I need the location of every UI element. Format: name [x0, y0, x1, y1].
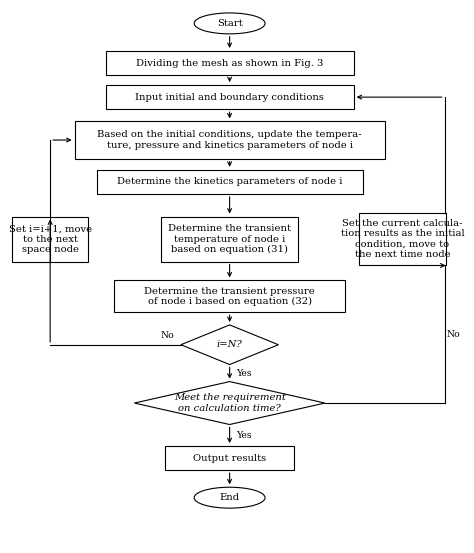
Polygon shape [181, 325, 278, 364]
FancyBboxPatch shape [74, 121, 385, 159]
Text: Start: Start [217, 19, 243, 28]
FancyBboxPatch shape [97, 170, 363, 194]
Text: Input initial and boundary conditions: Input initial and boundary conditions [135, 93, 324, 102]
Text: Output results: Output results [193, 453, 266, 462]
Text: Set the current calcula-
tion results as the initial
condition, move to
the next: Set the current calcula- tion results as… [341, 219, 464, 259]
Text: Yes: Yes [236, 431, 252, 440]
Ellipse shape [194, 13, 265, 34]
FancyBboxPatch shape [114, 280, 345, 312]
Text: Based on the initial conditions, update the tempera-
ture, pressure and kinetics: Based on the initial conditions, update … [97, 131, 362, 150]
Text: No: No [161, 331, 174, 340]
Text: Dividing the mesh as shown in Fig. 3: Dividing the mesh as shown in Fig. 3 [136, 59, 323, 67]
Polygon shape [134, 382, 325, 425]
FancyBboxPatch shape [12, 217, 88, 262]
Text: Meet the requirement
on calculation time?: Meet the requirement on calculation time… [173, 393, 285, 413]
Text: Yes: Yes [236, 368, 252, 378]
Text: Determine the kinetics parameters of node i: Determine the kinetics parameters of nod… [117, 178, 342, 186]
FancyBboxPatch shape [106, 51, 354, 75]
Text: Determine the transient pressure
of node i based on equation (32): Determine the transient pressure of node… [144, 286, 315, 306]
Text: End: End [219, 493, 240, 502]
Ellipse shape [194, 487, 265, 508]
Text: i=N?: i=N? [217, 340, 243, 349]
FancyBboxPatch shape [359, 213, 446, 265]
FancyBboxPatch shape [165, 446, 294, 470]
FancyBboxPatch shape [106, 85, 354, 109]
Text: Determine the transient
temperature of node i
based on equation (31): Determine the transient temperature of n… [168, 224, 291, 254]
Text: No: No [447, 330, 461, 339]
FancyBboxPatch shape [161, 217, 298, 262]
Text: Set i=i+1, move
to the next
space node: Set i=i+1, move to the next space node [9, 224, 91, 254]
